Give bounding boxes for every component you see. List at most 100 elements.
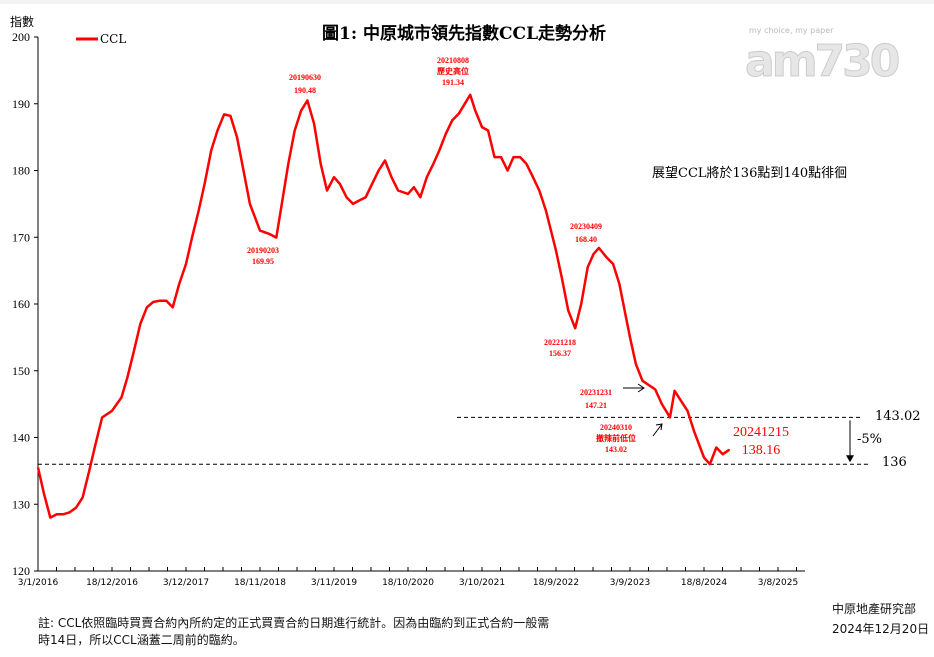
data-point [605,256,608,259]
y-tick-label: 130 [12,497,30,511]
y-tick-label: 150 [12,364,30,378]
data-point [487,129,489,132]
data-point [43,493,45,496]
data-point [287,163,290,165]
data-point [629,336,631,339]
data-point [574,327,577,330]
data-point [525,163,528,165]
y-tick-label: 190 [12,97,30,111]
annotation-20190203: 20190203 169.95 [247,246,279,266]
data-point [384,159,386,162]
data-point [313,122,315,125]
logo-text: am730 [744,36,900,87]
data-point [397,189,399,192]
top-bar [0,0,934,4]
x-tick-label: 18/11/2018 [234,578,286,588]
annotation-20190630: 20190630 190.48 [289,73,321,95]
x-tick-label: 18/8/2024 [681,578,727,588]
legend-label: CCL [100,32,127,46]
source-label: 中原地產研究部 [832,602,917,616]
data-point [275,236,278,239]
y-tick-label: 170 [12,230,30,244]
data-point [506,169,509,172]
data-point [532,176,534,178]
outlook-text: 展望CCL將於136點到140點徘徊 [652,166,848,181]
data-point [538,189,541,192]
data-point [673,389,676,392]
data-point [364,196,367,198]
data-point [319,163,322,165]
data-point [703,456,705,459]
data-point [197,209,200,212]
data-point [669,416,671,419]
y-tick-label: 180 [12,164,30,178]
x-tick-label: 3/11/2019 [311,578,357,588]
x-tick-label: 3/9/2023 [610,578,650,588]
data-point [612,263,614,265]
data-point [451,119,453,122]
data-point [432,163,435,165]
annotation-20231231: 20231231 147.21 [580,388,612,410]
data-point [94,443,97,445]
data-point [88,470,90,472]
data-point [146,306,148,309]
data-point [445,132,447,135]
data-point [203,183,206,185]
data-point [293,129,296,132]
annotation-20240310: 20240310 撤辣前低位 143.02 [596,423,636,454]
data-point [306,99,309,102]
logo-tagline: my choice, my paper [749,26,834,35]
data-point [111,410,113,412]
data-point [158,299,161,302]
ref-label-136: 136 [882,455,907,470]
data-point [580,303,582,305]
x-tick-label: 3/1/2016 [18,578,59,588]
data-point [326,189,328,192]
x-tick-label: 18/12/2016 [86,578,138,588]
data-point [635,363,637,365]
annotation-20221218: 20221218 156.37 [544,338,576,358]
annotation-20210808: 20210808 歷史高位 191.34 [437,56,469,87]
data-point [567,309,570,312]
data-point [178,283,181,285]
data-point [49,516,52,519]
x-tick-label: 18/10/2020 [382,578,434,588]
data-point [686,410,689,412]
data-point [75,506,77,509]
arrow-20240310 [652,423,663,437]
data-point [680,399,682,402]
data-point [236,136,238,138]
data-point [519,156,521,158]
data-point [56,513,58,516]
data-point [481,126,483,128]
data-point [555,249,557,252]
footnote-line1: 註: CCL依照臨時買賣合約內所約定的正式買賣合約日期進行統計。因為由臨約到正式… [38,616,550,630]
y-tick-label: 200 [12,30,30,44]
data-point [81,496,84,499]
data-point [259,229,261,232]
data-point [618,283,621,285]
data-point [438,149,441,152]
data-point [120,396,123,399]
footnote-line2: 時14日，所以CCL涵蓋二周前的臨約。 [38,633,245,647]
change-arrowhead [846,455,854,463]
data-point [377,169,380,172]
data-point [171,306,174,309]
y-axis-label: 指數 [10,15,35,29]
series-line-ccl [36,93,730,519]
am730-logo: my choice, my paper am730 [744,26,905,88]
data-point [139,323,142,325]
data-point [37,466,39,469]
data-point [229,114,232,117]
data-point [500,156,502,158]
data-point [728,448,730,451]
data-point [339,183,341,185]
annotation-20230409: 20230409 168.40 [570,222,602,244]
data-point [722,453,724,455]
data-point [249,203,251,205]
data-point [280,203,283,205]
data-point [426,176,428,178]
arrow-20231231 [623,383,645,393]
data-point [152,301,155,303]
data-point [586,266,589,269]
